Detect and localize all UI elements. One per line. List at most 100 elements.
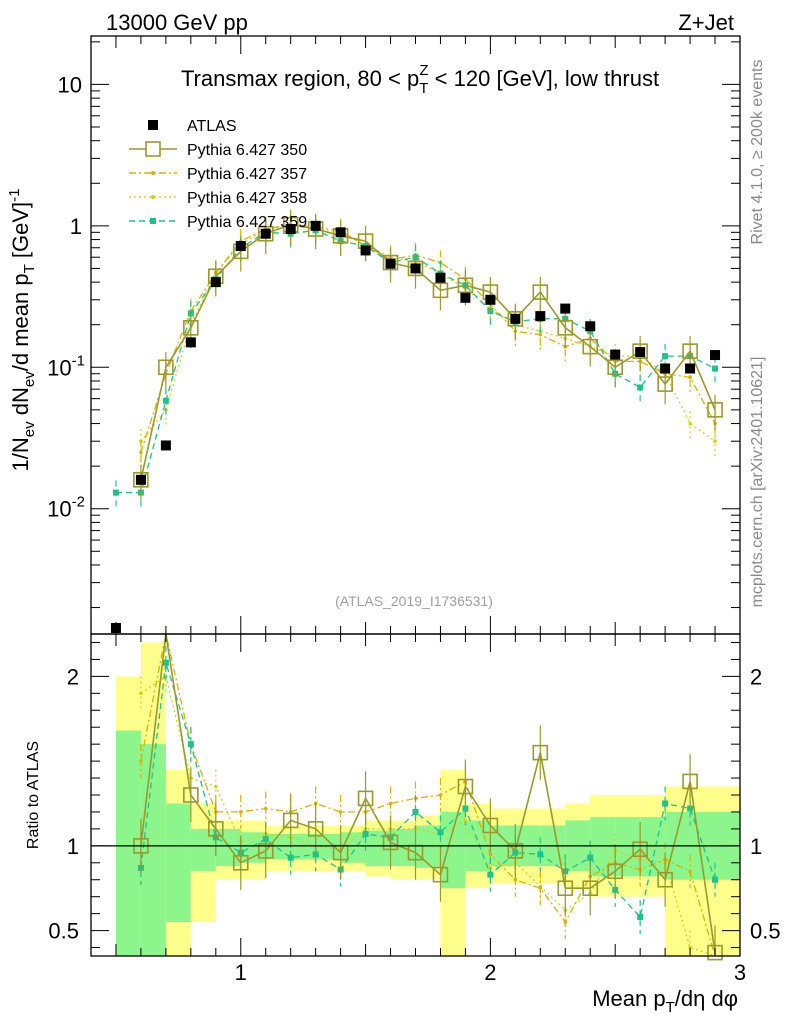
ratio-point-p359 xyxy=(587,854,594,861)
point-atlas xyxy=(185,337,196,348)
point-atlas xyxy=(535,311,546,322)
ratio-y-tick-label-right: 0.5 xyxy=(750,919,781,944)
main-plot-marks xyxy=(110,209,723,633)
ratio-line-p350 xyxy=(140,633,716,953)
ratio-point-p357 xyxy=(538,886,543,891)
ratio-point-p359 xyxy=(662,800,669,807)
ratio-point-p357 xyxy=(563,920,568,924)
ratio-point-p350 xyxy=(257,843,274,859)
point-p350 xyxy=(457,277,474,294)
ratio-point-p358 xyxy=(139,691,143,696)
series-line-p350 xyxy=(140,223,716,480)
point-atlas xyxy=(310,220,321,231)
ratio-point-p350 xyxy=(557,880,574,897)
ratio-y-tick-label-right: 1 xyxy=(750,834,762,859)
ratio-point-p358 xyxy=(463,818,468,823)
ratio-band-inner xyxy=(165,803,191,923)
ratio-band-inner xyxy=(315,833,341,860)
ratio-point-p350 xyxy=(457,778,474,795)
ratio-band-inner xyxy=(440,811,466,889)
point-p350 xyxy=(507,311,524,327)
ratio-point-p358 xyxy=(214,784,218,789)
point-p358 xyxy=(688,421,692,426)
ratio-point-p350 xyxy=(657,871,673,888)
ratio-point-p359 xyxy=(537,851,544,858)
point-p357 xyxy=(688,375,692,380)
ratio-point-p359 xyxy=(187,741,194,748)
legend: ATLAS Pythia 6.427 350 Pythia 6.427 357 Pyt… xyxy=(129,118,307,231)
point-p350 xyxy=(707,402,723,418)
ratio-point-p350 xyxy=(682,773,698,790)
ratio-point-p350 xyxy=(482,817,499,834)
ratio-point-p357 xyxy=(488,852,493,857)
point-p350 xyxy=(632,343,648,359)
ratio-y-tick-label-left: 1 xyxy=(67,834,79,859)
ratio-point-p357 xyxy=(513,877,518,882)
point-atlas xyxy=(260,228,271,239)
ratio-point-p359 xyxy=(362,830,369,837)
ratio-point-p359 xyxy=(487,871,494,878)
ratio-point-p359 xyxy=(162,659,169,666)
ratio-point-p359 xyxy=(637,914,644,921)
ratio-point-p357 xyxy=(688,869,692,874)
ratio-band-inner xyxy=(640,817,666,877)
legend-label-p350: Pythia 6.427 350 xyxy=(187,142,307,159)
point-p350 xyxy=(607,359,623,376)
point-p357 xyxy=(538,332,543,337)
point-p359 xyxy=(712,365,719,372)
legend-marker-p357 xyxy=(151,171,155,175)
point-atlas xyxy=(335,227,346,238)
point-atlas xyxy=(410,263,421,274)
ratio-point-p357 xyxy=(238,810,243,814)
main-y-tick-label: 10 xyxy=(58,72,82,97)
ratio-band-inner xyxy=(415,825,441,868)
ratio-point-p350 xyxy=(607,863,623,880)
main-plot-axes: 10-2 10-1 1 10 xyxy=(47,36,741,634)
ratio-y-axis-label: Ratio to ATLAS xyxy=(25,741,42,849)
ratio-y-tick-label-left: 2 xyxy=(67,664,79,689)
point-p350 xyxy=(382,254,399,271)
rivet-version-label: Rivet 4.1.0, ≥ 200k events xyxy=(749,60,766,245)
ratio-band-inner xyxy=(590,817,616,877)
ratio-plot-background xyxy=(115,642,740,956)
ratio-point-p350 xyxy=(307,821,324,837)
point-p359 xyxy=(637,384,644,391)
point-atlas xyxy=(385,258,396,269)
legend-marker-p359 xyxy=(150,218,156,224)
point-atlas xyxy=(360,245,371,256)
ratio-point-p350 xyxy=(707,944,723,961)
ratio-point-p357 xyxy=(263,806,268,811)
ratio-band-inner xyxy=(340,832,366,863)
legend-label-p359: Pythia 6.427 359 xyxy=(187,214,307,231)
point-atlas xyxy=(285,223,296,234)
legend-marker-p350 xyxy=(145,141,161,157)
point-p350 xyxy=(682,343,698,359)
ratio-plot-axes: 0.5 0.5 1 1 2 2 1 2 3 xyxy=(48,634,781,985)
point-atlas xyxy=(710,350,721,361)
legend-label-p357: Pythia 6.427 357 xyxy=(187,166,307,183)
point-p358 xyxy=(713,439,717,444)
point-p359 xyxy=(162,397,169,404)
main-plot-title: Transmax region, 80 < pTZ < 120 [GeV], l… xyxy=(181,62,659,97)
ratio-line-p358 xyxy=(140,675,716,957)
ratio-point-p350 xyxy=(208,821,224,837)
point-atlas xyxy=(160,440,171,451)
ratio-point-p357 xyxy=(388,801,393,806)
ratio-point-p359 xyxy=(712,876,719,883)
point-p350 xyxy=(133,472,149,488)
point-atlas xyxy=(560,303,571,314)
ratio-point-p350 xyxy=(532,744,549,761)
ratio-point-p357 xyxy=(338,810,343,814)
point-atlas xyxy=(510,313,521,324)
point-p350 xyxy=(532,284,549,300)
main-y-tick-label: 1 xyxy=(70,214,82,239)
legend-label-atlas: ATLAS xyxy=(187,118,237,135)
ratio-band-inner xyxy=(140,744,166,956)
x-tick-label: 2 xyxy=(484,960,496,985)
point-atlas xyxy=(610,349,621,360)
point-p350 xyxy=(407,260,424,277)
legend-marker-atlas xyxy=(148,120,158,130)
ratio-point-p357 xyxy=(438,793,443,797)
ratio-line-p359 xyxy=(140,662,716,919)
